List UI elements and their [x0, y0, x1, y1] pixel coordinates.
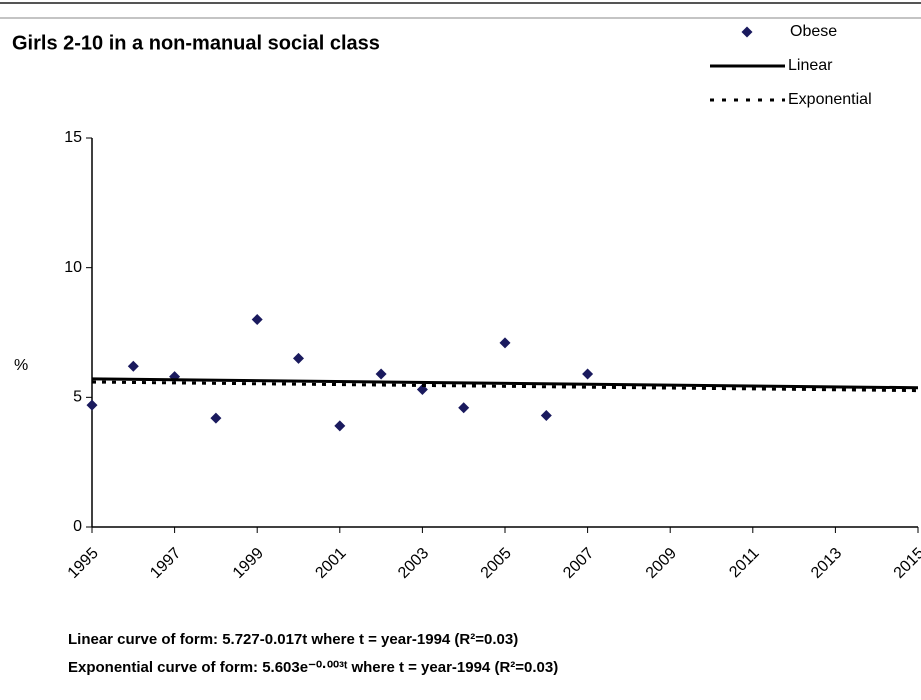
y-axis-label: % — [14, 357, 28, 374]
data-point — [582, 368, 594, 380]
data-point — [127, 360, 139, 372]
data-point — [499, 337, 511, 349]
legend-label: Obese — [790, 23, 837, 40]
y-tick-label: 5 — [73, 389, 82, 406]
data-point — [293, 352, 304, 364]
data-point — [540, 409, 552, 421]
trend-line — [91, 380, 919, 393]
chart-title: Girls 2-10 in a non-manual social class — [12, 32, 380, 54]
legend-label: Linear — [788, 57, 833, 74]
data-point — [86, 399, 98, 411]
trend-line — [91, 377, 919, 390]
y-tick-label: 10 — [64, 259, 82, 276]
data-point — [375, 368, 387, 380]
data-point — [334, 420, 346, 432]
data-point — [210, 412, 222, 424]
legend-label: Exponential — [788, 91, 872, 108]
data-point — [458, 402, 470, 414]
data-point — [251, 314, 263, 326]
legend-marker — [741, 26, 753, 38]
y-tick-label: 15 — [64, 129, 82, 146]
annotation: Linear curve of form: 5.727-0.017t where… — [68, 631, 518, 648]
annotation: Exponential curve of form: 5.603e⁻⁰·⁰⁰³ᵗ… — [68, 659, 558, 676]
y-tick-label: 0 — [73, 518, 82, 535]
